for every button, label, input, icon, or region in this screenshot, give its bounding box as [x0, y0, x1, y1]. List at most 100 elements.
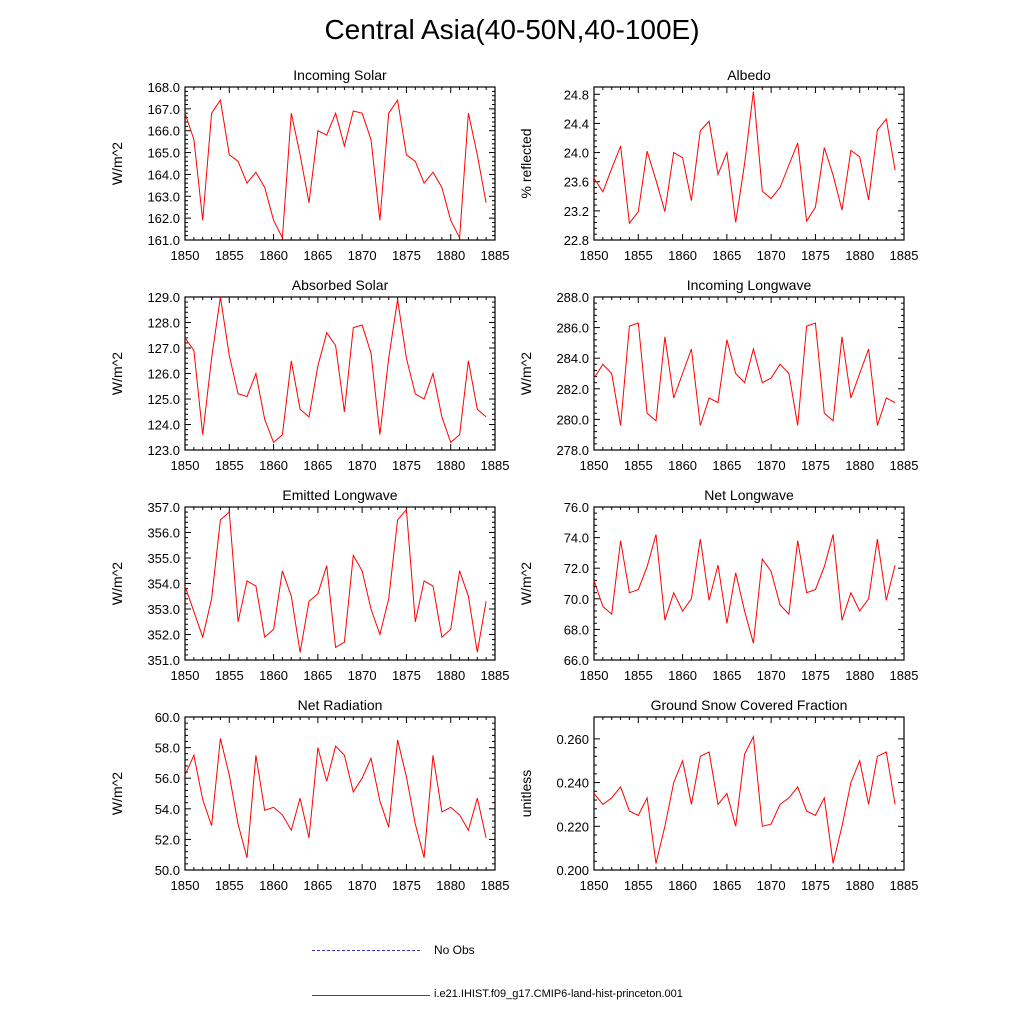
panel-6-ytick-label: 66.0 — [564, 653, 589, 668]
panel-4-ytick-label: 288.0 — [556, 290, 589, 305]
panel-6-ytick-label: 70.0 — [564, 592, 589, 607]
panel-6-ytick-label: 74.0 — [564, 531, 589, 546]
panel-5-xtick-label: 1860 — [259, 668, 288, 683]
panel-3-xtick-label: 1880 — [436, 458, 465, 473]
panel-7-series-line — [184, 738, 487, 858]
panel-6-xtick-label: 1880 — [845, 668, 874, 683]
panel-4-xtick-label: 1865 — [712, 458, 741, 473]
panel-2-xtick-label: 1865 — [712, 248, 741, 263]
panel-2-xtick-label: 1870 — [757, 248, 786, 263]
panel-4-xtick-label: 1850 — [580, 458, 609, 473]
panel-2-ytick-label: 24.8 — [564, 87, 589, 102]
figure-title: Central Asia(40-50N,40-100E) — [324, 14, 700, 45]
panel-4-ytick-label: 286.0 — [556, 321, 589, 336]
panel-5-title: Emitted Longwave — [282, 487, 397, 503]
panel-2-xtick-label: 1880 — [845, 248, 874, 263]
panel-2-xtick-label: 1855 — [624, 248, 653, 263]
panel-3-xtick-label: 1860 — [259, 458, 288, 473]
panel-6-frame — [593, 506, 905, 661]
panel-4-ytick-label: 280.0 — [556, 412, 589, 427]
panel-3-ytick-label: 123.0 — [147, 443, 180, 458]
panel-2-ytick-label: 23.2 — [564, 204, 589, 219]
panel-2-ytick-label: 22.8 — [564, 233, 589, 248]
panel-3-ytick-label: 127.0 — [147, 341, 180, 356]
panel-3-ytick-label: 126.0 — [147, 367, 180, 382]
panel-7-xtick-label: 1885 — [481, 878, 510, 893]
panel-6-xtick-label: 1860 — [668, 668, 697, 683]
panel-5-ytick-label: 357.0 — [147, 500, 180, 515]
panel-6-xtick-label: 1875 — [801, 668, 830, 683]
panel-3-ylabel: W/m^2 — [109, 352, 125, 395]
panel-1-ytick-label: 165.0 — [147, 146, 180, 161]
panel-4-ylabel: W/m^2 — [518, 352, 534, 395]
panel-6-xtick-label: 1865 — [712, 668, 741, 683]
panel-8-series-line — [593, 734, 896, 864]
panel-4-series-line — [593, 322, 896, 426]
panel-5-ytick-label: 352.0 — [147, 628, 180, 643]
panel-3-title: Absorbed Solar — [292, 277, 389, 293]
panel-8-frame — [593, 716, 905, 871]
panel-7-frame — [184, 716, 496, 871]
panel-5-xtick-label: 1885 — [481, 668, 510, 683]
panel-8-xtick-label: 1850 — [580, 878, 609, 893]
panel-5-xtick-label: 1850 — [171, 668, 200, 683]
panel-7-ytick-label: 54.0 — [155, 802, 180, 817]
panel-4-ytick-label: 282.0 — [556, 382, 589, 397]
panel-5-ytick-label: 356.0 — [147, 526, 180, 541]
panel-7-xtick-label: 1860 — [259, 878, 288, 893]
panel-7-title: Net Radiation — [298, 697, 383, 713]
panel-7-ylabel: W/m^2 — [109, 772, 125, 815]
panel-2-ytick-label: 24.4 — [564, 116, 589, 131]
panel-1-xtick-label: 1850 — [171, 248, 200, 263]
panel-4-title: Incoming Longwave — [687, 277, 812, 293]
panel-2-ytick-label: 24.0 — [564, 146, 589, 161]
panel-3-ytick-label: 129.0 — [147, 290, 180, 305]
panel-1-ytick-label: 168.0 — [147, 80, 180, 95]
legend-no-obs-label: No Obs — [434, 943, 475, 957]
panel-3-xtick-label: 1875 — [392, 458, 421, 473]
panel-4-ytick-label: 278.0 — [556, 443, 589, 458]
panel-6-xtick-label: 1855 — [624, 668, 653, 683]
panel-3-xtick-label: 1885 — [481, 458, 510, 473]
panel-7-xtick-label: 1855 — [215, 878, 244, 893]
panel-1-ytick-label: 166.0 — [147, 124, 180, 139]
panel-1-ytick-label: 167.0 — [147, 102, 180, 117]
panel-5-ytick-label: 353.0 — [147, 602, 180, 617]
panel-3-ytick-label: 128.0 — [147, 316, 180, 331]
panel-7-xtick-label: 1850 — [171, 878, 200, 893]
panel-8-ytick-label: 0.240 — [556, 776, 589, 791]
panel-6-title: Net Longwave — [704, 487, 794, 503]
panel-1-frame — [184, 86, 496, 241]
panel-6-xtick-label: 1885 — [890, 668, 919, 683]
panel-2-xtick-label: 1875 — [801, 248, 830, 263]
panel-3-frame — [184, 296, 496, 451]
panel-8-xtick-label: 1880 — [845, 878, 874, 893]
panel-8-ytick-label: 0.200 — [556, 863, 589, 878]
panel-3-xtick-label: 1870 — [348, 458, 377, 473]
panel-8-xtick-label: 1870 — [757, 878, 786, 893]
panel-1-xtick-label: 1880 — [436, 248, 465, 263]
panel-2-ylabel: % reflected — [518, 128, 534, 198]
panel-7-ytick-label: 50.0 — [155, 863, 180, 878]
panel-5-xtick-label: 1875 — [392, 668, 421, 683]
panel-4-ytick-label: 284.0 — [556, 351, 589, 366]
panel-4-xtick-label: 1885 — [890, 458, 919, 473]
legend-model-line — [312, 995, 430, 996]
panel-7-xtick-label: 1865 — [303, 878, 332, 893]
panel-6-ytick-label: 72.0 — [564, 561, 589, 576]
panel-5-ytick-label: 354.0 — [147, 577, 180, 592]
panel-7-xtick-label: 1870 — [348, 878, 377, 893]
legend-no-obs-line — [312, 950, 420, 951]
panel-5-ytick-label: 351.0 — [147, 653, 180, 668]
panel-7-xtick-label: 1875 — [392, 878, 421, 893]
panel-2-xtick-label: 1850 — [580, 248, 609, 263]
panel-8-xtick-label: 1875 — [801, 878, 830, 893]
panel-7-ytick-label: 52.0 — [155, 832, 180, 847]
panel-7-ytick-label: 58.0 — [155, 741, 180, 756]
panel-4-xtick-label: 1855 — [624, 458, 653, 473]
panel-1-ytick-label: 162.0 — [147, 211, 180, 226]
panel-3-ytick-label: 124.0 — [147, 418, 180, 433]
panel-1-xtick-label: 1865 — [303, 248, 332, 263]
panel-5-ytick-label: 355.0 — [147, 551, 180, 566]
